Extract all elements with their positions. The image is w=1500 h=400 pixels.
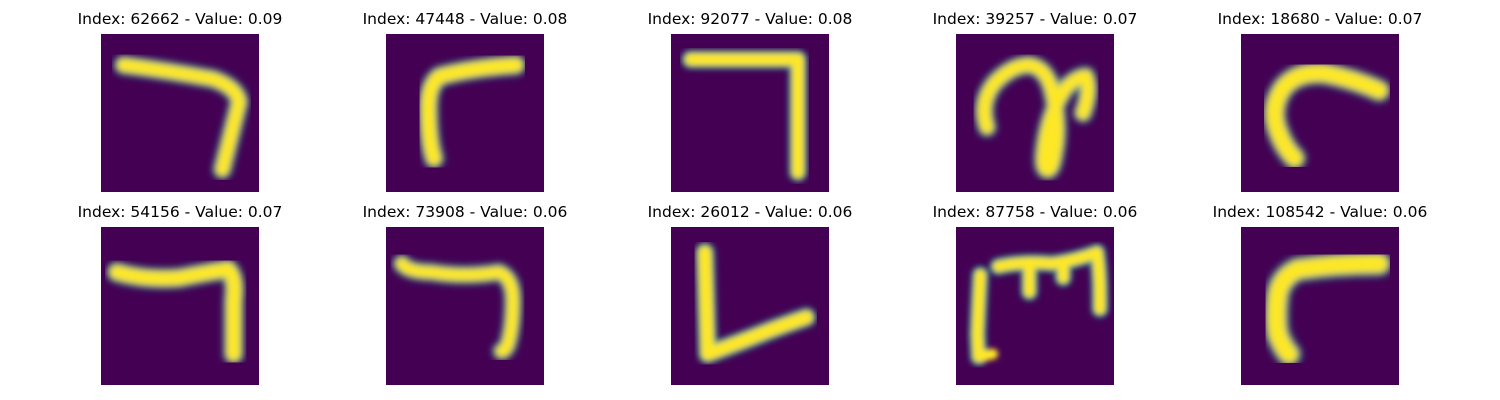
- digit-panel-4: Index: 39257 - Value: 0.07: [925, 0, 1145, 192]
- panel-title: Index: 39257 - Value: 0.07: [932, 10, 1138, 28]
- digit-image: [386, 227, 544, 385]
- digit-image: [956, 34, 1114, 192]
- digit-panel-6: Index: 54156 - Value: 0.07: [70, 193, 290, 385]
- digit-panel-1: Index: 62662 - Value: 0.09: [70, 0, 290, 192]
- digit-image: [671, 34, 829, 192]
- digit-panel-3: Index: 92077 - Value: 0.08: [640, 0, 860, 192]
- digit-panel-9: Index: 87758 - Value: 0.06: [925, 193, 1145, 385]
- panel-title: Index: 54156 - Value: 0.07: [77, 203, 283, 221]
- digit-image: [671, 227, 829, 385]
- digit-panel-7: Index: 73908 - Value: 0.06: [355, 193, 575, 385]
- digit-image: [956, 227, 1114, 385]
- panel-title: Index: 47448 - Value: 0.08: [362, 10, 568, 28]
- digit-panel-8: Index: 26012 - Value: 0.06: [640, 193, 860, 385]
- panel-title: Index: 62662 - Value: 0.09: [77, 10, 283, 28]
- digit-image: [386, 34, 544, 192]
- digit-image: [101, 227, 259, 385]
- panel-title: Index: 92077 - Value: 0.08: [647, 10, 853, 28]
- digit-panel-5: Index: 18680 - Value: 0.07: [1210, 0, 1430, 192]
- panel-title: Index: 87758 - Value: 0.06: [932, 203, 1138, 221]
- digit-image: [101, 34, 259, 192]
- digit-image: [1241, 34, 1399, 192]
- digit-panel-10: Index: 108542 - Value: 0.06: [1210, 193, 1430, 385]
- panel-title: Index: 26012 - Value: 0.06: [647, 203, 853, 221]
- digit-panel-2: Index: 47448 - Value: 0.08: [355, 0, 575, 192]
- panel-title: Index: 108542 - Value: 0.06: [1212, 203, 1428, 221]
- digit-image: [1241, 227, 1399, 385]
- panel-title: Index: 73908 - Value: 0.06: [362, 203, 568, 221]
- panel-title: Index: 18680 - Value: 0.07: [1217, 10, 1423, 28]
